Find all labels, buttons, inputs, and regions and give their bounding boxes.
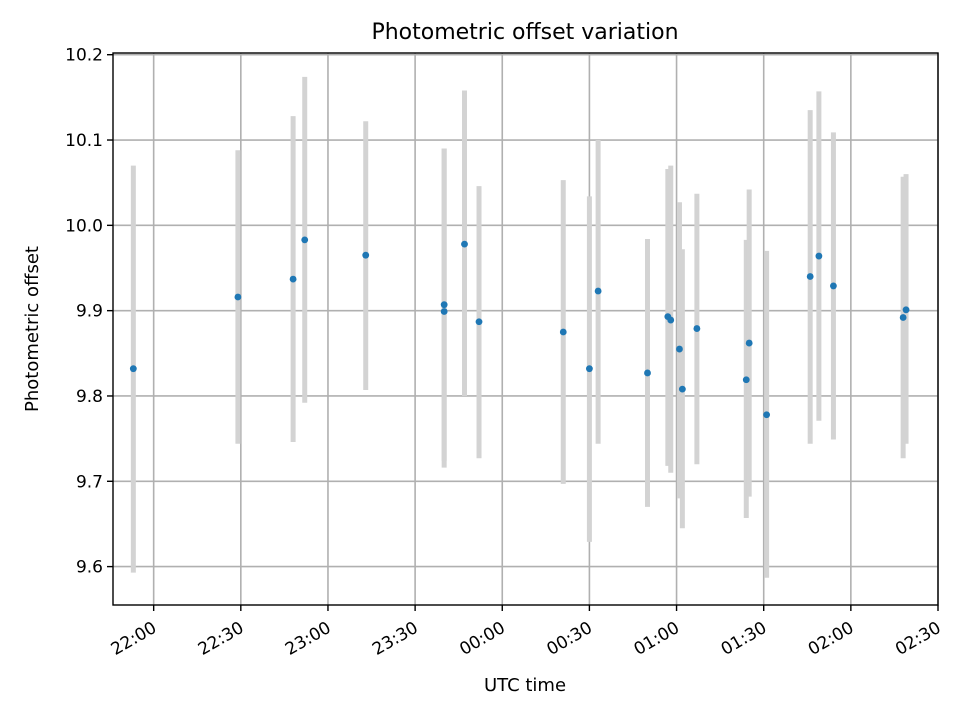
data-point xyxy=(461,240,468,248)
data-point xyxy=(362,251,370,259)
y-axis-ticks: 9.6 9.7 9.8 9.9 10.0 10.1 10.2 xyxy=(65,46,113,578)
plot-frame xyxy=(112,52,939,606)
y-tick-label: 9.9 xyxy=(76,302,103,322)
data-point xyxy=(678,385,686,393)
data-point xyxy=(440,308,448,315)
error-bars xyxy=(130,76,909,578)
data-point xyxy=(902,306,910,314)
data-point xyxy=(806,273,814,280)
y-tick-label: 10.2 xyxy=(65,46,103,66)
data-points xyxy=(129,236,910,419)
data-point xyxy=(129,365,137,373)
x-tick-label: 22:30 xyxy=(195,618,247,660)
data-point xyxy=(559,328,567,336)
x-tick-label: 02:00 xyxy=(805,618,857,660)
data-point xyxy=(667,316,675,324)
data-point xyxy=(594,287,602,295)
data-point xyxy=(301,236,309,244)
data-point xyxy=(676,345,683,353)
data-point xyxy=(475,318,483,326)
x-axis-label: UTC time xyxy=(484,675,566,696)
data-point xyxy=(899,314,907,321)
data-point xyxy=(745,339,753,347)
x-tick-label: 01:30 xyxy=(718,618,770,660)
x-tick-label: 02:30 xyxy=(892,618,944,660)
y-tick-label: 9.8 xyxy=(76,387,103,407)
x-tick-label: 00:00 xyxy=(456,618,508,660)
y-tick-label: 10.0 xyxy=(65,216,103,236)
data-point xyxy=(440,301,448,309)
y-tick-label: 9.7 xyxy=(76,472,103,492)
y-axis-label: Photometric offset xyxy=(22,246,43,412)
x-axis-ticks: 22:00 22:30 23:00 23:30 00:00 00:30 01:00 01:30… xyxy=(108,605,945,660)
data-point xyxy=(693,325,701,332)
x-tick-label: 00:30 xyxy=(543,618,595,660)
data-point xyxy=(742,376,750,384)
data-point xyxy=(644,369,651,377)
x-tick-label: 23:00 xyxy=(282,618,334,660)
y-tick-label: 10.1 xyxy=(65,131,103,151)
data-point xyxy=(234,293,242,301)
x-tick-label: 23:30 xyxy=(369,618,421,660)
data-point xyxy=(815,252,823,260)
data-point xyxy=(830,282,837,290)
chart-title: Photometric offset variation xyxy=(371,20,678,45)
y-tick-label: 9.6 xyxy=(76,558,103,578)
data-point xyxy=(586,365,593,373)
x-tick-label: 22:00 xyxy=(108,618,160,660)
data-point xyxy=(763,411,771,419)
data-point xyxy=(289,275,297,283)
x-tick-label: 01:00 xyxy=(631,618,683,660)
